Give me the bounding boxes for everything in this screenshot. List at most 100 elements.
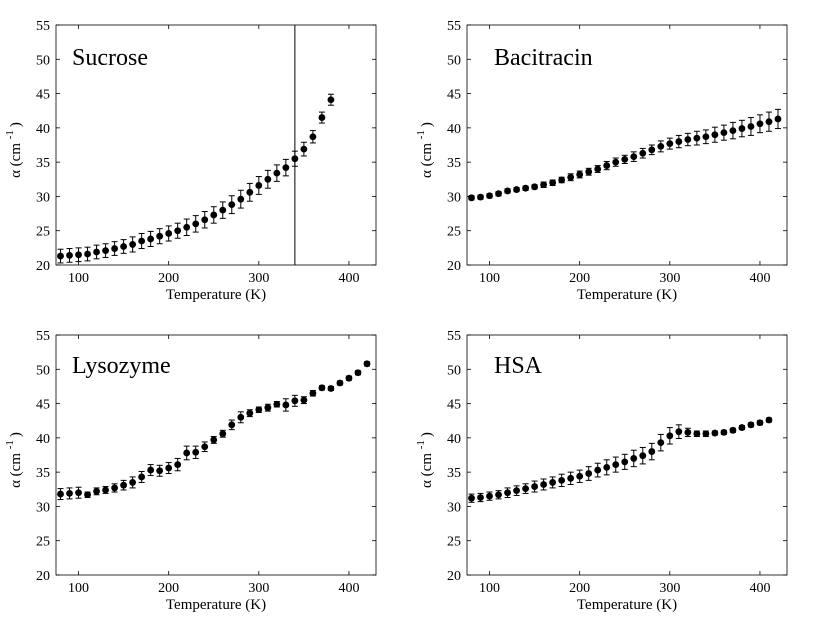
data-point (639, 452, 647, 460)
y-tick-label: 25 (36, 225, 50, 240)
y-tick-label: 40 (36, 432, 50, 447)
data-point (75, 489, 82, 497)
data-point (486, 492, 493, 500)
data-point (513, 487, 520, 495)
data-point (765, 118, 773, 126)
data-point (273, 400, 281, 408)
y-tick-label: 20 (447, 259, 461, 274)
x-tick-label: 100 (68, 581, 89, 596)
data-point (756, 120, 764, 128)
data-point (318, 114, 326, 121)
x-tick-label: 100 (479, 581, 500, 596)
data-point (675, 138, 683, 145)
data-point (594, 165, 602, 173)
y-tick-label: 30 (36, 500, 50, 515)
data-point (183, 449, 191, 457)
data-point (720, 428, 728, 436)
y-tick-label: 50 (447, 53, 461, 68)
y-axis-label-superscript: -1 (415, 130, 427, 139)
data-point (567, 474, 575, 482)
data-point (300, 396, 308, 404)
y-tick-label: 45 (36, 398, 50, 413)
data-point (630, 153, 638, 161)
panel-title: Sucrose (72, 45, 148, 71)
x-tick-label: 200 (569, 581, 590, 596)
data-point (210, 211, 218, 219)
data-point (255, 182, 263, 189)
data-point (594, 466, 602, 474)
plot-frame (466, 24, 788, 266)
panel-lysozyme: 20 25 30 35 40 45 50 55 100 200 300 400 Temperature … (4, 329, 377, 613)
x-tick-label: 400 (749, 581, 770, 596)
x-tick-label: 100 (479, 271, 500, 286)
data-point (345, 374, 353, 382)
data-point (129, 241, 137, 248)
data-point (657, 142, 665, 150)
data-point (558, 176, 566, 184)
data-point (540, 181, 548, 189)
data-point (291, 397, 299, 405)
x-tick-label: 400 (338, 581, 359, 596)
data-point (747, 123, 755, 130)
y-axis-label-close: ) (419, 122, 435, 127)
y-axis-label-close: ) (8, 432, 24, 437)
data-point (120, 481, 128, 489)
y-tick-label: 55 (36, 329, 50, 344)
data-point (477, 494, 484, 501)
y-tick-label: 45 (447, 88, 461, 103)
data-point (300, 145, 308, 153)
data-point (666, 432, 674, 440)
x-tick-label: 100 (68, 271, 89, 286)
data-point (711, 429, 719, 437)
y-tick-label: 35 (447, 466, 461, 481)
y-tick-label: 55 (447, 19, 461, 34)
data-point (621, 458, 629, 466)
y-tick-label: 25 (447, 225, 461, 240)
data-point (684, 428, 692, 436)
data-point (282, 401, 290, 409)
data-point (486, 192, 493, 200)
data-point (513, 186, 520, 193)
y-tick-label: 55 (36, 19, 50, 34)
data-point (522, 184, 529, 192)
data-point (264, 175, 272, 183)
data-point (201, 443, 209, 451)
data-point (192, 220, 200, 228)
data-point (576, 472, 584, 480)
data-point (720, 129, 728, 137)
y-tick-label: 50 (36, 363, 50, 378)
y-tick-label: 35 (36, 466, 50, 481)
data-point (693, 134, 701, 142)
data-point (228, 201, 236, 209)
data-point (237, 413, 245, 421)
y-tick-label: 50 (447, 363, 461, 378)
data-point (57, 490, 64, 498)
data-point (354, 369, 362, 377)
y-tick-label: 55 (447, 329, 461, 344)
data-point (603, 162, 611, 169)
data-point (318, 384, 326, 392)
panel-hsa: 20 25 30 35 40 45 50 55 100 200 300 400 Temperature … (415, 329, 788, 613)
data-point (558, 476, 566, 484)
data-point (684, 136, 692, 143)
y-axis-label: α (cm -1) (4, 122, 24, 178)
data-point (57, 252, 64, 260)
data-point (612, 461, 620, 468)
y-axis-label-base: α (cm (419, 139, 435, 178)
x-tick-label: 300 (248, 271, 269, 286)
data-point (66, 252, 73, 259)
data-point (738, 125, 746, 132)
data-point (729, 127, 737, 134)
data-point (138, 237, 146, 245)
x-axis-label: Temperature (K) (577, 287, 677, 303)
y-tick-label: 45 (447, 398, 461, 413)
y-axis-label-base: α (cm (8, 139, 24, 178)
data-point (693, 430, 701, 438)
data-point (657, 439, 665, 447)
y-tick-label: 20 (447, 569, 461, 584)
data-point (147, 466, 155, 474)
data-point (165, 230, 173, 237)
data-point (165, 464, 173, 472)
y-tick-label: 45 (36, 88, 50, 103)
data-point (201, 216, 209, 224)
